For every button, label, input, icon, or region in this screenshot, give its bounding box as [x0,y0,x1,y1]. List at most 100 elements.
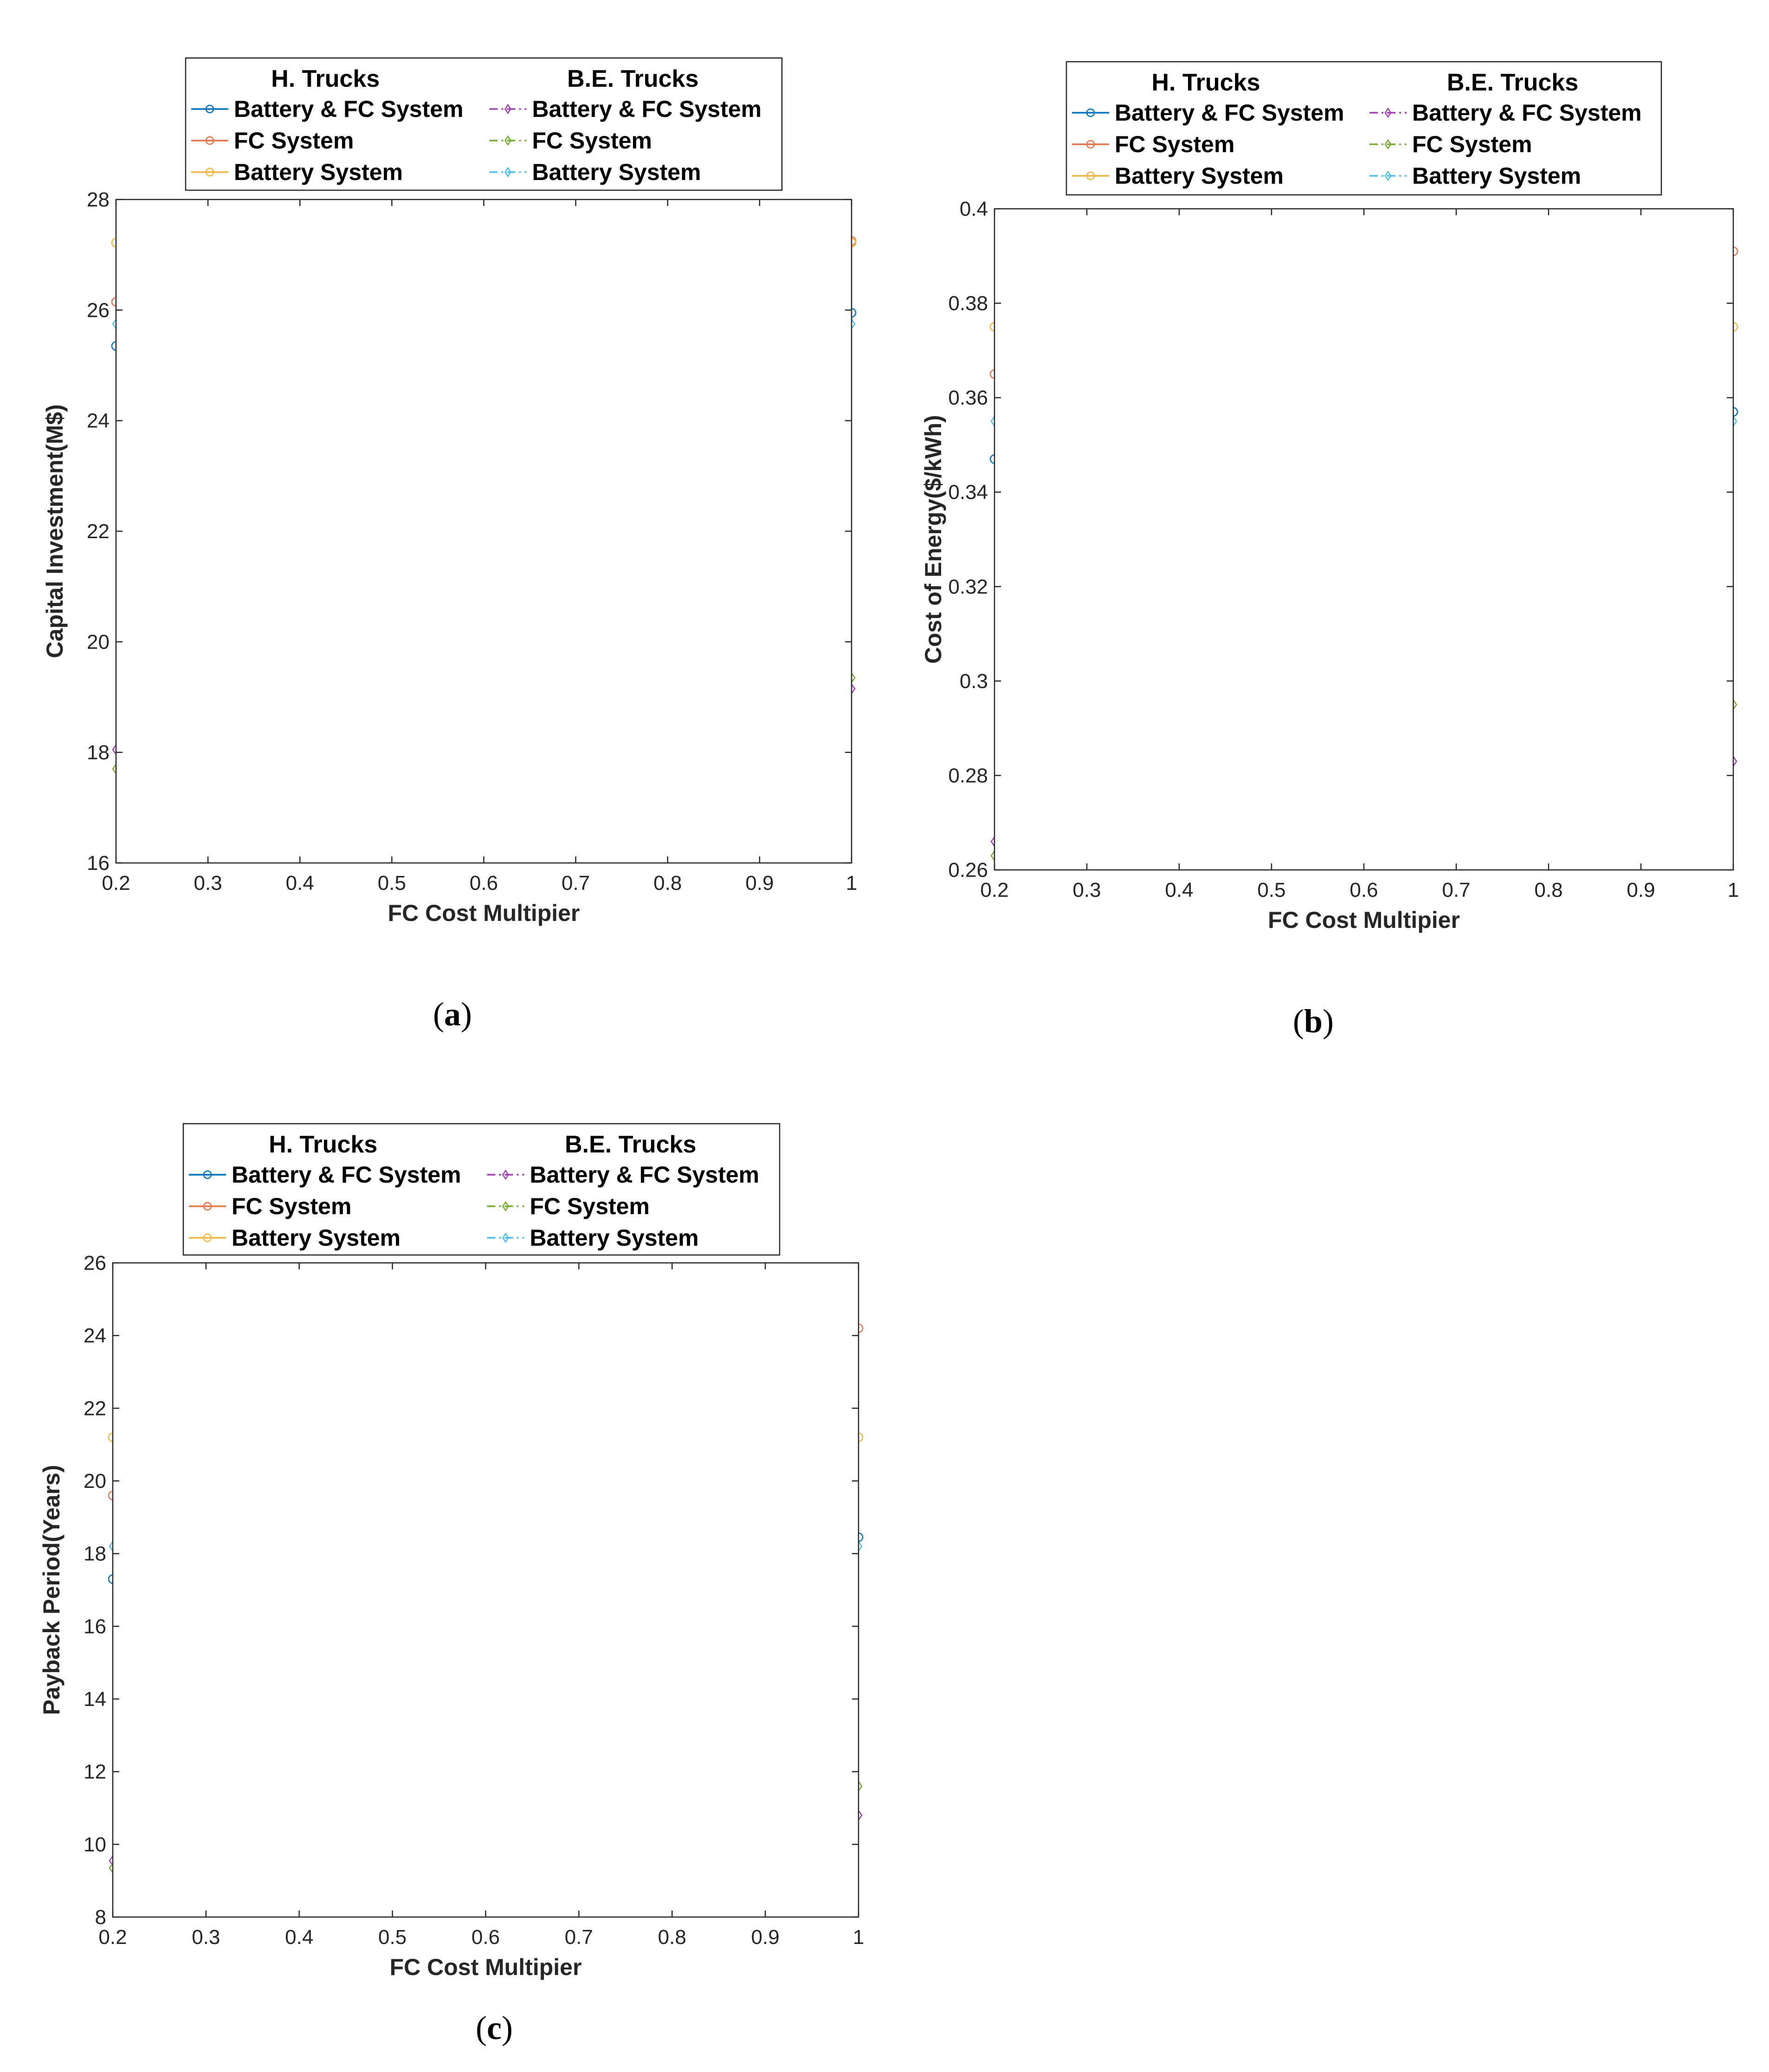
legend-entry-label: FC System [232,1193,351,1219]
x-tick-label: 0.9 [1627,879,1655,901]
y-tick-label: 0.28 [948,764,988,787]
x-tick-label: 0.2 [980,879,1008,901]
legend: H. Trucks B.E. Trucks Battery & FC System F… [182,1123,781,1256]
x-tick-label: 0.3 [194,872,222,894]
legend-swatch-marker [205,104,214,114]
legend-entry-label: Battery & FC System [1115,100,1344,126]
legend-entry-label: Battery System [530,1225,699,1251]
x-tick-label: 0.5 [378,1926,407,1949]
legend-swatch-marker [1086,108,1095,117]
x-tick-label: 0.5 [378,872,406,894]
y-axis-label: Capital Investment(M$) [42,404,68,658]
x-tick-label: 0.4 [286,872,314,894]
x-tick-label: 0.2 [98,1926,127,1949]
plot-frame [994,208,1734,871]
x-tick-label: 0.4 [1165,879,1193,901]
y-tick-label: 24 [87,410,110,432]
x-tick-label: 0.8 [658,1926,686,1949]
legend-swatch-marker [203,1170,212,1179]
x-tick-label: 0.8 [653,872,682,894]
legend-group-title: B.E. Trucks [1447,69,1578,96]
x-tick-label: 0.9 [745,872,774,894]
x-tick-label: 1 [853,1926,864,1949]
legend-group-title: H. Trucks [1151,69,1260,96]
y-tick-label: 0.32 [948,575,988,598]
x-axis-label: FC Cost Multipier [390,1954,582,1980]
x-tick-label: 1 [1728,879,1739,901]
x-tick-label: 0.3 [192,1926,220,1949]
x-tick-label: 0.4 [285,1926,313,1949]
legend: H. Trucks B.E. Trucks Battery & FC System F… [185,57,783,191]
legend-swatch-marker [1384,139,1392,150]
legend-entry-label: FC System [532,128,652,154]
x-tick-label: 0.3 [1072,879,1101,901]
legend-swatch-marker [1384,107,1392,118]
y-tick-label: 10 [84,1833,106,1856]
x-tick-label: 0.6 [471,1926,500,1949]
legend-swatch-marker [203,1233,212,1242]
legend-entry-label: Battery System [232,1225,400,1251]
y-tick-label: 18 [84,1543,106,1565]
legend-swatch-marker [502,1201,510,1212]
x-tick-label: 0.6 [470,872,498,894]
legend-swatch-marker [502,1169,510,1180]
y-tick-label: 22 [87,520,110,543]
x-axis-label: FC Cost Multipier [1268,907,1460,933]
legend-swatch-marker [502,1232,510,1243]
chart-panel-c: 0.2 0.3 0.4 0.5 0.6 0.7 0.8 0.9 1810121416182022… [39,1123,864,2046]
y-axis-label: Payback Period(Years) [39,1465,65,1715]
legend-entry-label: FC System [1412,131,1532,157]
y-tick-label: 0.4 [960,198,988,220]
x-tick-label: 0.2 [102,872,130,894]
x-tick-label: 0.7 [1442,879,1470,901]
y-tick-label: 20 [84,1470,106,1493]
legend-entry-label: Battery System [234,159,403,185]
panel-label: (c) [476,2009,513,2046]
legend-swatch-marker [205,167,214,177]
legend-box [182,1123,781,1256]
legend-entry-label: Battery & FC System [532,96,762,122]
chart-panel-b: 0.2 0.3 0.4 0.5 0.6 0.7 0.8 0.9 1 0.26 0.28 0.3 0.32… [920,61,1739,1040]
chart-panel-a: 0.2 0.3 0.4 0.5 0.6 0.7 0.8 0.9 1 16 18 20 22 24 26 28 F… [42,57,857,1033]
legend-swatch-marker [504,135,512,146]
y-tick-label: 0.36 [948,386,988,409]
legend-swatch-marker [1086,140,1095,149]
y-tick-label: 0.34 [948,481,988,504]
panel-label: (a) [433,996,472,1033]
legend-box [185,57,783,191]
y-tick-label: 0.3 [960,670,988,693]
legend-entry-label: Battery & FC System [234,96,464,122]
legend-entry-label: Battery & FC System [1412,100,1642,126]
legend-swatch-marker [1086,171,1095,180]
legend-group-title: H. Trucks [271,65,380,92]
legend-box [1065,61,1662,196]
y-tick-label: 0.26 [948,859,988,882]
x-tick-label: 0.7 [565,1926,593,1949]
legend-entry-label: Battery & FC System [232,1162,461,1188]
legend-group-title: H. Trucks [269,1131,377,1158]
y-tick-label: 8 [95,1906,106,1929]
y-tick-label: 0.38 [948,292,988,315]
x-tick-label: 0.5 [1257,879,1285,901]
legend-entry-label: FC System [234,128,354,154]
y-tick-label: 26 [84,1252,106,1274]
x-axis-label: FC Cost Multipier [388,900,580,926]
y-tick-label: 22 [84,1397,106,1420]
legend-swatch-marker [203,1202,212,1211]
legend-entry-label: Battery System [532,159,701,185]
y-tick-label: 26 [87,299,110,322]
legend-entry-label: FC System [1115,131,1234,157]
y-tick-label: 24 [84,1325,106,1347]
y-tick-label: 16 [87,852,110,875]
x-tick-label: 0.7 [562,872,590,894]
panel-label: (b) [1293,1003,1334,1040]
legend-swatch-marker [504,103,512,115]
y-tick-label: 18 [87,741,110,764]
legend-swatch-marker [1384,170,1392,181]
legend: H. Trucks B.E. Trucks Battery & FC System F… [1065,61,1662,196]
x-tick-label: 0.8 [1534,879,1562,901]
legend-group-title: B.E. Trucks [565,1131,696,1158]
x-tick-label: 0.6 [1349,879,1378,901]
x-tick-label: 1 [846,872,857,894]
